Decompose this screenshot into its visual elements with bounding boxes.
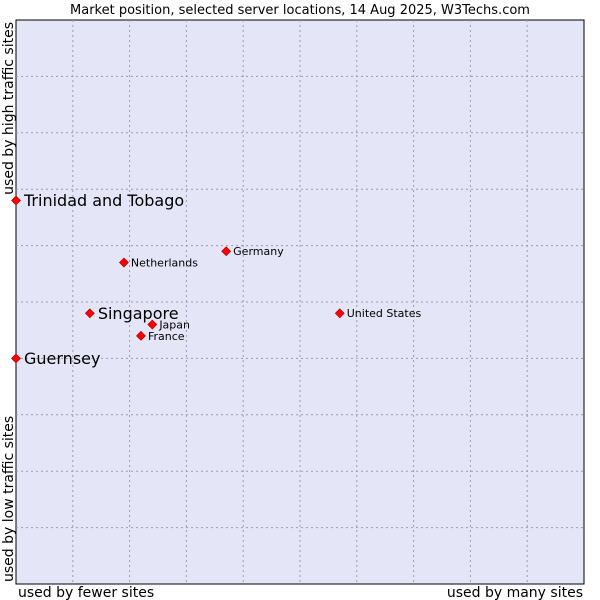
y-axis-label-top: used by high traffic sites <box>1 22 17 195</box>
y-axis-label-bottom: used by low traffic sites <box>1 416 17 582</box>
point-label-netherlands: Netherlands <box>131 256 198 269</box>
point-marker-netherlands <box>118 257 129 268</box>
point-label-guernsey: Guernsey <box>24 349 100 368</box>
point-label-singapore: Singapore <box>98 304 179 323</box>
grid-lines <box>16 20 584 584</box>
point-label-japan: Japan <box>158 319 190 332</box>
point-marker-france <box>136 330 146 341</box>
data-points: Trinidad and Tobago Guernsey Singapore Neth… <box>11 191 422 368</box>
point-label-united-states: United States <box>347 307 422 320</box>
point-marker-united-states <box>334 308 345 319</box>
point-marker-trinidad-and-tobago <box>11 195 21 206</box>
point-marker-guernsey <box>11 353 21 364</box>
chart-title: Market position, selected server locatio… <box>70 3 530 18</box>
point-marker-singapore <box>84 308 95 319</box>
point-marker-japan <box>147 319 158 330</box>
point-label-germany: Germany <box>233 245 284 258</box>
point-label-france: France <box>148 330 185 343</box>
point-marker-germany <box>221 246 232 257</box>
x-axis-label-right: used by many sites <box>447 585 583 600</box>
x-axis-label-left: used by fewer sites <box>18 585 154 600</box>
point-label-trinidad-and-tobago: Trinidad and Tobago <box>23 191 184 210</box>
